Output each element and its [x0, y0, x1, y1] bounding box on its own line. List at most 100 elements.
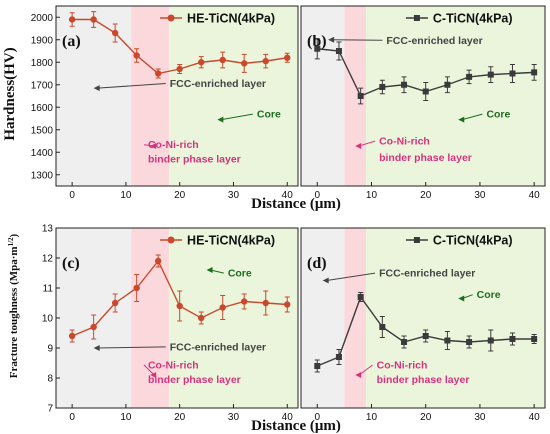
arrow-head — [355, 372, 362, 378]
annotation-arrow — [143, 364, 155, 376]
data-point — [133, 284, 140, 292]
legend-label: HE-TiCN(4kPa) — [187, 12, 275, 26]
annotation-arrow — [221, 113, 253, 121]
arrow-head — [93, 345, 100, 351]
annotation-label: Core — [477, 289, 501, 301]
annotation-arrow — [326, 272, 376, 281]
x-tick-label: 10 — [120, 412, 132, 423]
x-tick-label: 0 — [69, 412, 75, 423]
x-tick-label: 30 — [228, 190, 240, 201]
data-point — [531, 336, 538, 342]
y-tick-label: 1700 — [31, 80, 54, 91]
panel-tag: (c) — [62, 255, 80, 272]
x-tick-label: 10 — [120, 190, 132, 201]
data-point — [262, 299, 269, 307]
y-tick-label: 1900 — [31, 35, 54, 46]
arrow-head — [206, 267, 213, 273]
annotation-arrow — [462, 113, 483, 121]
legend-marker — [413, 15, 420, 21]
annotation-label: FCC-enriched layer — [170, 78, 266, 90]
annotation-arrow — [97, 346, 166, 349]
panel-tag: (b) — [307, 33, 327, 50]
top-x-axis-label: Distance (μm) — [251, 196, 341, 212]
pink-region — [344, 6, 367, 186]
data-point — [509, 70, 516, 77]
data-point — [241, 60, 248, 67]
annotation-label: Co-Ni-rich — [148, 359, 199, 371]
data-point — [176, 302, 183, 310]
y-tick-label: 1500 — [31, 125, 54, 136]
data-point — [379, 324, 386, 330]
annotation-label: Co-Ni-rich — [377, 359, 428, 371]
green-region — [168, 228, 298, 408]
annotation-arrow — [210, 269, 224, 274]
panel-c: 0 10 20 30 40 7 8 9 10 11 12 13 Core FCC-enriched lay… — [42, 224, 299, 423]
y-tick-label: 2000 — [31, 13, 54, 24]
plot-frame — [55, 5, 299, 187]
annotation-label: Co-Ni-rich — [148, 139, 199, 151]
data-point — [219, 56, 226, 64]
x-tick-label: 40 — [282, 412, 294, 423]
data-point — [379, 84, 386, 90]
data-point — [401, 339, 408, 345]
y-tick-label: 8 — [47, 374, 53, 385]
data-point — [401, 81, 408, 88]
annotation-arrow — [359, 140, 376, 147]
data-point — [284, 301, 291, 308]
legend-label: C-TiCN(4kPa) — [433, 12, 513, 26]
legend-label: HE-TiCN(4kPa) — [187, 234, 275, 248]
gray-region — [301, 6, 345, 186]
data-point — [509, 336, 516, 342]
green-region — [366, 228, 545, 408]
y-tick-label: 1400 — [31, 148, 54, 159]
legend-marker — [167, 236, 175, 244]
data-point — [198, 314, 205, 322]
y-tick-label: 10 — [42, 314, 54, 325]
annotation-label: binder phase layer — [379, 152, 472, 164]
data-point — [487, 337, 494, 344]
data-point — [90, 323, 97, 331]
data-point — [111, 29, 119, 37]
data-point — [154, 70, 162, 77]
pink-region — [131, 6, 169, 186]
data-point — [198, 59, 205, 66]
y-tick-label: 1300 — [31, 170, 54, 181]
x-tick-label: 0 — [314, 190, 320, 201]
annotation-label: Core — [228, 268, 252, 280]
arrow-head — [458, 295, 465, 302]
data-point — [487, 71, 494, 78]
data-point — [466, 339, 473, 345]
pink-region — [344, 228, 367, 408]
bottom-x-axis-label: Distance (μm) — [251, 418, 341, 434]
y-tick-label: 9 — [47, 344, 53, 355]
x-tick-label: 10 — [366, 190, 378, 201]
panel-b: 0 10 20 30 40 FCC-enriched layer Core Co-Ni-ric… — [300, 5, 546, 201]
data-point — [531, 69, 538, 76]
data-point — [111, 299, 119, 307]
y-tick-label: 13 — [42, 224, 54, 235]
y-tick-label: 1800 — [31, 58, 54, 69]
data-point — [422, 333, 429, 339]
data-point — [90, 16, 97, 23]
green-region — [366, 6, 545, 186]
data-point — [357, 294, 364, 300]
y-tick-label: 12 — [42, 254, 54, 265]
x-tick-label: 20 — [420, 412, 432, 423]
annotation-label: FCC-enriched layer — [386, 35, 482, 47]
x-tick-label: 30 — [474, 412, 486, 423]
annotation-arrow — [358, 364, 373, 376]
data-point — [357, 93, 364, 99]
chart-panels: 0 10 20 30 401300140015001600170018001900200… — [31, 5, 546, 423]
arrow-head — [322, 277, 329, 284]
data-point — [444, 337, 451, 344]
green-region — [168, 6, 298, 186]
legend-marker — [413, 237, 420, 243]
annotation-arrow — [332, 39, 383, 41]
annotation-label: Co-Ni-rich — [379, 136, 430, 148]
arrow-head — [328, 36, 335, 43]
annotation-label: Core — [486, 109, 510, 121]
y-tick-label: 11 — [43, 284, 54, 295]
arrow-head — [217, 116, 224, 123]
annotation-label: FCC-enriched layer — [379, 268, 475, 280]
